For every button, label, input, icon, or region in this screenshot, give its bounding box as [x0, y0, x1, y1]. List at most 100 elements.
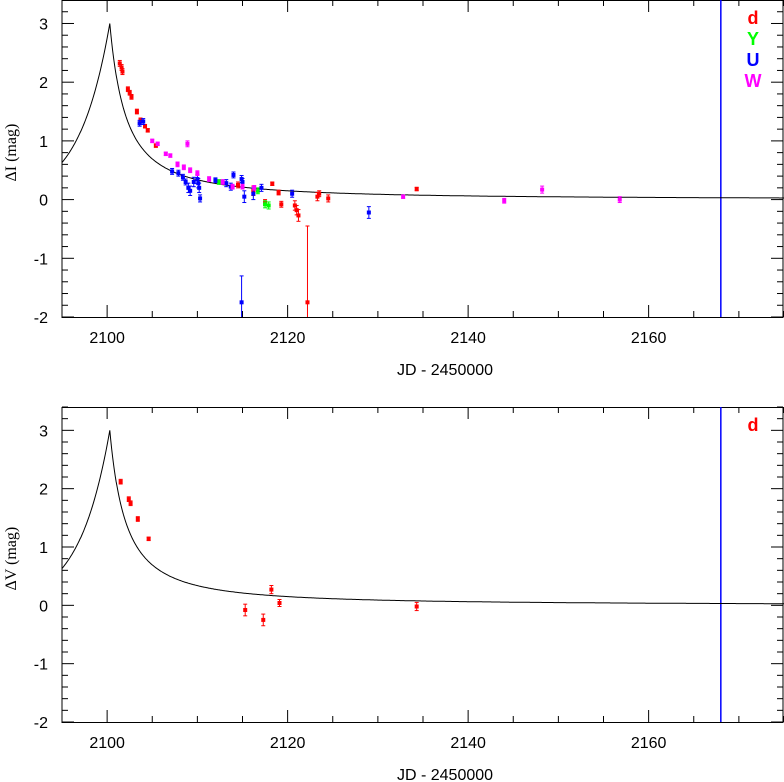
data-point — [127, 90, 132, 95]
series-W — [150, 138, 622, 204]
data-point — [401, 194, 406, 199]
data-point — [198, 196, 203, 201]
plot-area — [62, 407, 784, 722]
data-point — [150, 138, 155, 143]
data-point — [117, 61, 122, 66]
data-point — [239, 300, 244, 305]
data-point — [143, 124, 148, 129]
data-point — [183, 179, 188, 184]
plot-frame — [61, 407, 784, 723]
data-point — [170, 169, 175, 174]
data-point — [259, 185, 264, 190]
data-point — [366, 210, 371, 215]
x-tick-label: 2100 — [89, 735, 125, 752]
data-point — [135, 517, 140, 521]
plot-frame — [61, 0, 784, 318]
plot-area — [62, 0, 784, 317]
data-point — [276, 190, 281, 195]
series-Y — [217, 179, 271, 210]
data-point — [414, 187, 419, 192]
y-tick-label: -1 — [34, 251, 48, 268]
data-point — [239, 177, 244, 182]
x-axis-label: JD - 2450000 — [397, 362, 493, 379]
data-point — [251, 191, 256, 196]
data-point — [243, 608, 248, 612]
data-point — [129, 94, 134, 99]
data-point — [181, 165, 186, 170]
data-point — [141, 119, 146, 124]
data-point — [175, 162, 180, 167]
data-point — [120, 69, 125, 74]
y-axis-label: ΔI (mag) — [3, 124, 20, 182]
data-point — [269, 587, 274, 592]
data-point — [128, 501, 133, 506]
y-tick-label: 1 — [39, 134, 48, 151]
x-tick-label: 2140 — [450, 330, 486, 347]
data-point — [188, 188, 193, 193]
legend-entry-U: U — [747, 50, 760, 70]
data-point — [126, 497, 131, 502]
data-point — [279, 202, 284, 207]
y-tick-label: -2 — [34, 715, 48, 732]
y-tick-label: 0 — [39, 193, 48, 210]
data-point — [137, 121, 142, 126]
data-point — [224, 181, 229, 186]
data-point — [230, 184, 235, 189]
data-point — [252, 185, 257, 190]
data-point — [242, 194, 247, 199]
data-point — [270, 181, 275, 186]
y-tick-label: 3 — [39, 423, 48, 440]
data-point — [235, 182, 240, 187]
data-point — [240, 184, 245, 189]
data-point — [155, 141, 160, 146]
data-point — [414, 604, 419, 609]
data-point — [146, 536, 151, 541]
data-point — [540, 187, 545, 192]
legend-entry-d: d — [748, 415, 759, 435]
legend-entry-d: d — [748, 8, 759, 28]
data-point — [317, 191, 322, 196]
data-point — [255, 188, 260, 193]
data-point — [188, 168, 193, 173]
data-point — [305, 300, 310, 305]
x-tick-label: 2160 — [631, 735, 667, 752]
data-point — [277, 601, 282, 605]
data-point — [125, 87, 130, 92]
data-point — [290, 191, 295, 196]
y-tick-label: 1 — [39, 540, 48, 557]
x-tick-label: 2140 — [450, 735, 486, 752]
data-point — [134, 109, 139, 114]
data-point — [261, 617, 266, 622]
data-point — [220, 179, 225, 184]
model-curve — [62, 430, 784, 605]
data-point — [185, 141, 190, 146]
x-tick-label: 2160 — [631, 330, 667, 347]
legend-entry-W: W — [745, 71, 762, 91]
y-tick-label: 0 — [39, 598, 48, 615]
x-axis-label: JD - 2450000 — [397, 767, 493, 782]
series-d — [117, 59, 419, 317]
y-tick-label: -2 — [34, 310, 48, 327]
data-point — [294, 208, 299, 213]
data-point — [231, 172, 236, 177]
data-point — [163, 151, 168, 156]
data-point — [118, 479, 123, 484]
data-point — [207, 177, 212, 182]
i-band-panel: 2100 2120 2140 2160 3 2 1 0 -1 -2 JD - 2450000 ΔI (… — [3, 0, 784, 379]
data-point — [617, 197, 622, 202]
data-point — [266, 203, 271, 208]
series-d — [118, 478, 419, 627]
data-point — [263, 202, 268, 207]
data-point — [119, 65, 124, 70]
x-tick-label: 2100 — [89, 330, 125, 347]
data-point — [502, 198, 507, 203]
data-point — [296, 213, 301, 218]
data-point — [180, 175, 185, 180]
data-point — [197, 185, 202, 190]
data-point — [213, 178, 218, 183]
data-point — [326, 196, 331, 201]
data-point — [195, 171, 200, 176]
data-point — [145, 128, 150, 133]
y-axis-label: ΔV (mag) — [3, 527, 20, 591]
